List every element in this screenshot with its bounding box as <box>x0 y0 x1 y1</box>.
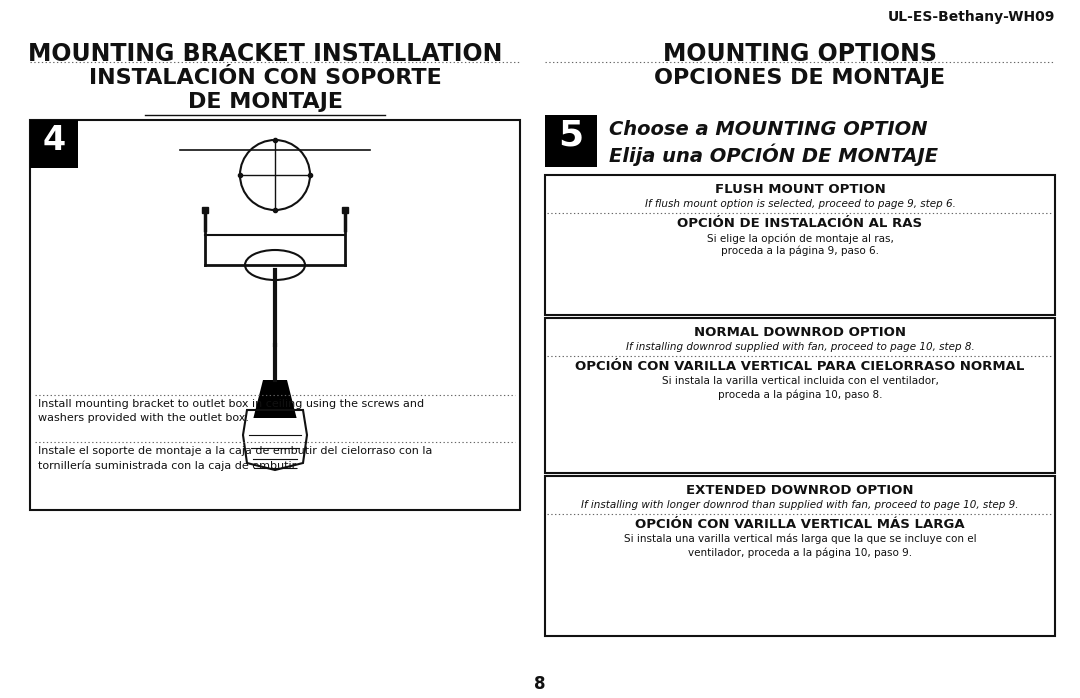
Text: Si instala una varilla vertical más larga que la que se incluye con el: Si instala una varilla vertical más larg… <box>623 534 976 544</box>
Text: If installing downrod supplied with fan, proceed to page 10, step 8.: If installing downrod supplied with fan,… <box>625 342 974 352</box>
Text: If flush mount option is selected, proceed to page 9, step 6.: If flush mount option is selected, proce… <box>645 199 956 209</box>
Text: proceda a la página 9, paso 6.: proceda a la página 9, paso 6. <box>721 246 879 256</box>
Text: OPCIÓN DE INSTALACIÓN AL RAS: OPCIÓN DE INSTALACIÓN AL RAS <box>677 217 922 230</box>
Text: 5: 5 <box>558 119 583 153</box>
Text: FLUSH MOUNT OPTION: FLUSH MOUNT OPTION <box>715 183 886 196</box>
Text: INSTALACIÓN CON SOPORTE: INSTALACIÓN CON SOPORTE <box>89 68 442 88</box>
Text: DE MONTAJE: DE MONTAJE <box>188 92 342 112</box>
Bar <box>30 120 78 168</box>
Text: MOUNTING BRACKET INSTALLATION: MOUNTING BRACKET INSTALLATION <box>28 42 502 66</box>
Text: MOUNTING OPTIONS: MOUNTING OPTIONS <box>663 42 937 66</box>
Text: If installing with longer downrod than supplied with fan, proceed to page 10, st: If installing with longer downrod than s… <box>581 500 1018 510</box>
Bar <box>545 476 1055 636</box>
Text: Instale el soporte de montaje a la caja de embutir del cielorraso con la
tornill: Instale el soporte de montaje a la caja … <box>38 446 432 470</box>
Text: EXTENDED DOWNROD OPTION: EXTENDED DOWNROD OPTION <box>686 484 914 497</box>
Text: Elija una OPCIÓN DE MONTAJE: Elija una OPCIÓN DE MONTAJE <box>609 143 939 165</box>
Text: ventilador, proceda a la página 10, paso 9.: ventilador, proceda a la página 10, paso… <box>688 547 913 558</box>
Text: OPCIÓN CON VARILLA VERTICAL MÁS LARGA: OPCIÓN CON VARILLA VERTICAL MÁS LARGA <box>635 518 964 531</box>
Text: Choose a MOUNTING OPTION: Choose a MOUNTING OPTION <box>609 120 928 139</box>
Bar <box>30 120 519 510</box>
Bar <box>545 318 1055 473</box>
Text: UL-ES-Bethany-WH09: UL-ES-Bethany-WH09 <box>888 10 1055 24</box>
Text: OPCIÓN CON VARILLA VERTICAL PARA CIELORRASO NORMAL: OPCIÓN CON VARILLA VERTICAL PARA CIELORR… <box>576 360 1025 373</box>
Text: Install mounting bracket to outlet box in ceiling using the screws and
washers p: Install mounting bracket to outlet box i… <box>38 399 424 423</box>
Text: proceda a la página 10, paso 8.: proceda a la página 10, paso 8. <box>718 389 882 399</box>
Polygon shape <box>254 380 297 418</box>
Bar <box>545 115 597 167</box>
Bar <box>545 175 1055 315</box>
Text: Si instala la varilla vertical incluida con el ventilador,: Si instala la varilla vertical incluida … <box>662 376 939 386</box>
Text: Si elige la opción de montaje al ras,: Si elige la opción de montaje al ras, <box>706 233 893 244</box>
Text: 8: 8 <box>535 675 545 693</box>
Text: OPCIONES DE MONTAJE: OPCIONES DE MONTAJE <box>654 68 946 88</box>
Text: NORMAL DOWNROD OPTION: NORMAL DOWNROD OPTION <box>694 326 906 339</box>
Text: 4: 4 <box>42 124 66 157</box>
